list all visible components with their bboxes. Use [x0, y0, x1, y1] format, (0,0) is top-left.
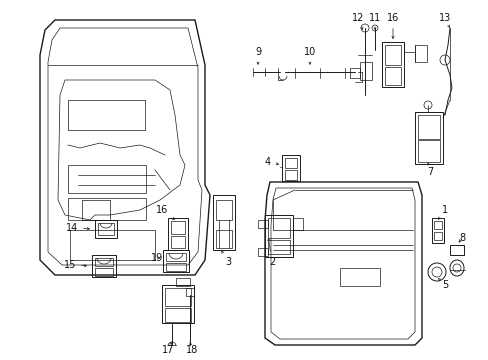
Bar [449, 245, 463, 255]
Bar [98, 223, 114, 235]
Bar [414, 45, 426, 62]
Text: 7: 7 [426, 163, 432, 177]
Bar [171, 236, 184, 248]
Bar [285, 158, 296, 168]
Bar [359, 62, 371, 80]
Text: 10: 10 [303, 47, 315, 64]
Text: 1: 1 [438, 205, 447, 219]
Bar [384, 67, 400, 85]
Bar [433, 221, 441, 229]
Bar [213, 195, 235, 250]
Bar [92, 255, 116, 277]
Bar [162, 285, 194, 323]
Bar [95, 268, 113, 276]
Bar [216, 230, 231, 248]
Text: 13: 13 [438, 13, 450, 27]
Text: 15: 15 [63, 260, 86, 270]
Bar [216, 200, 231, 220]
Bar [267, 218, 289, 238]
Text: 4: 4 [264, 157, 278, 167]
Text: 16: 16 [156, 205, 174, 220]
Bar [285, 170, 296, 180]
Text: 16: 16 [386, 13, 398, 39]
Bar [164, 288, 191, 306]
Text: 5: 5 [438, 279, 447, 290]
Text: 9: 9 [254, 47, 261, 64]
Bar [163, 250, 189, 272]
Bar [165, 263, 185, 271]
Bar [171, 221, 184, 234]
Bar [68, 165, 146, 193]
Bar [68, 198, 146, 220]
Text: 19: 19 [151, 253, 163, 263]
Bar [384, 45, 400, 65]
Text: 11: 11 [368, 13, 380, 29]
Bar [339, 268, 379, 286]
Text: 12: 12 [351, 13, 364, 29]
Bar [267, 240, 289, 254]
Bar [349, 68, 359, 78]
Bar [168, 218, 187, 250]
Bar [258, 220, 267, 228]
Bar [292, 218, 303, 230]
Bar [95, 258, 113, 266]
Text: 17: 17 [162, 342, 174, 355]
Bar [431, 218, 443, 243]
Text: 2: 2 [267, 239, 275, 267]
Text: 18: 18 [185, 342, 198, 355]
Bar [176, 278, 190, 286]
Bar [417, 140, 439, 162]
Bar [381, 42, 403, 87]
Bar [417, 115, 439, 139]
Text: 3: 3 [222, 251, 231, 267]
Bar [164, 308, 191, 322]
Bar [258, 248, 267, 256]
Bar [414, 112, 442, 164]
Bar [70, 230, 155, 260]
Text: 8: 8 [458, 233, 464, 243]
Text: 14: 14 [66, 223, 89, 233]
Bar [185, 288, 194, 296]
Bar [433, 232, 441, 240]
Bar [282, 155, 299, 181]
Bar [165, 253, 185, 261]
Bar [264, 215, 292, 257]
Bar [95, 220, 117, 238]
